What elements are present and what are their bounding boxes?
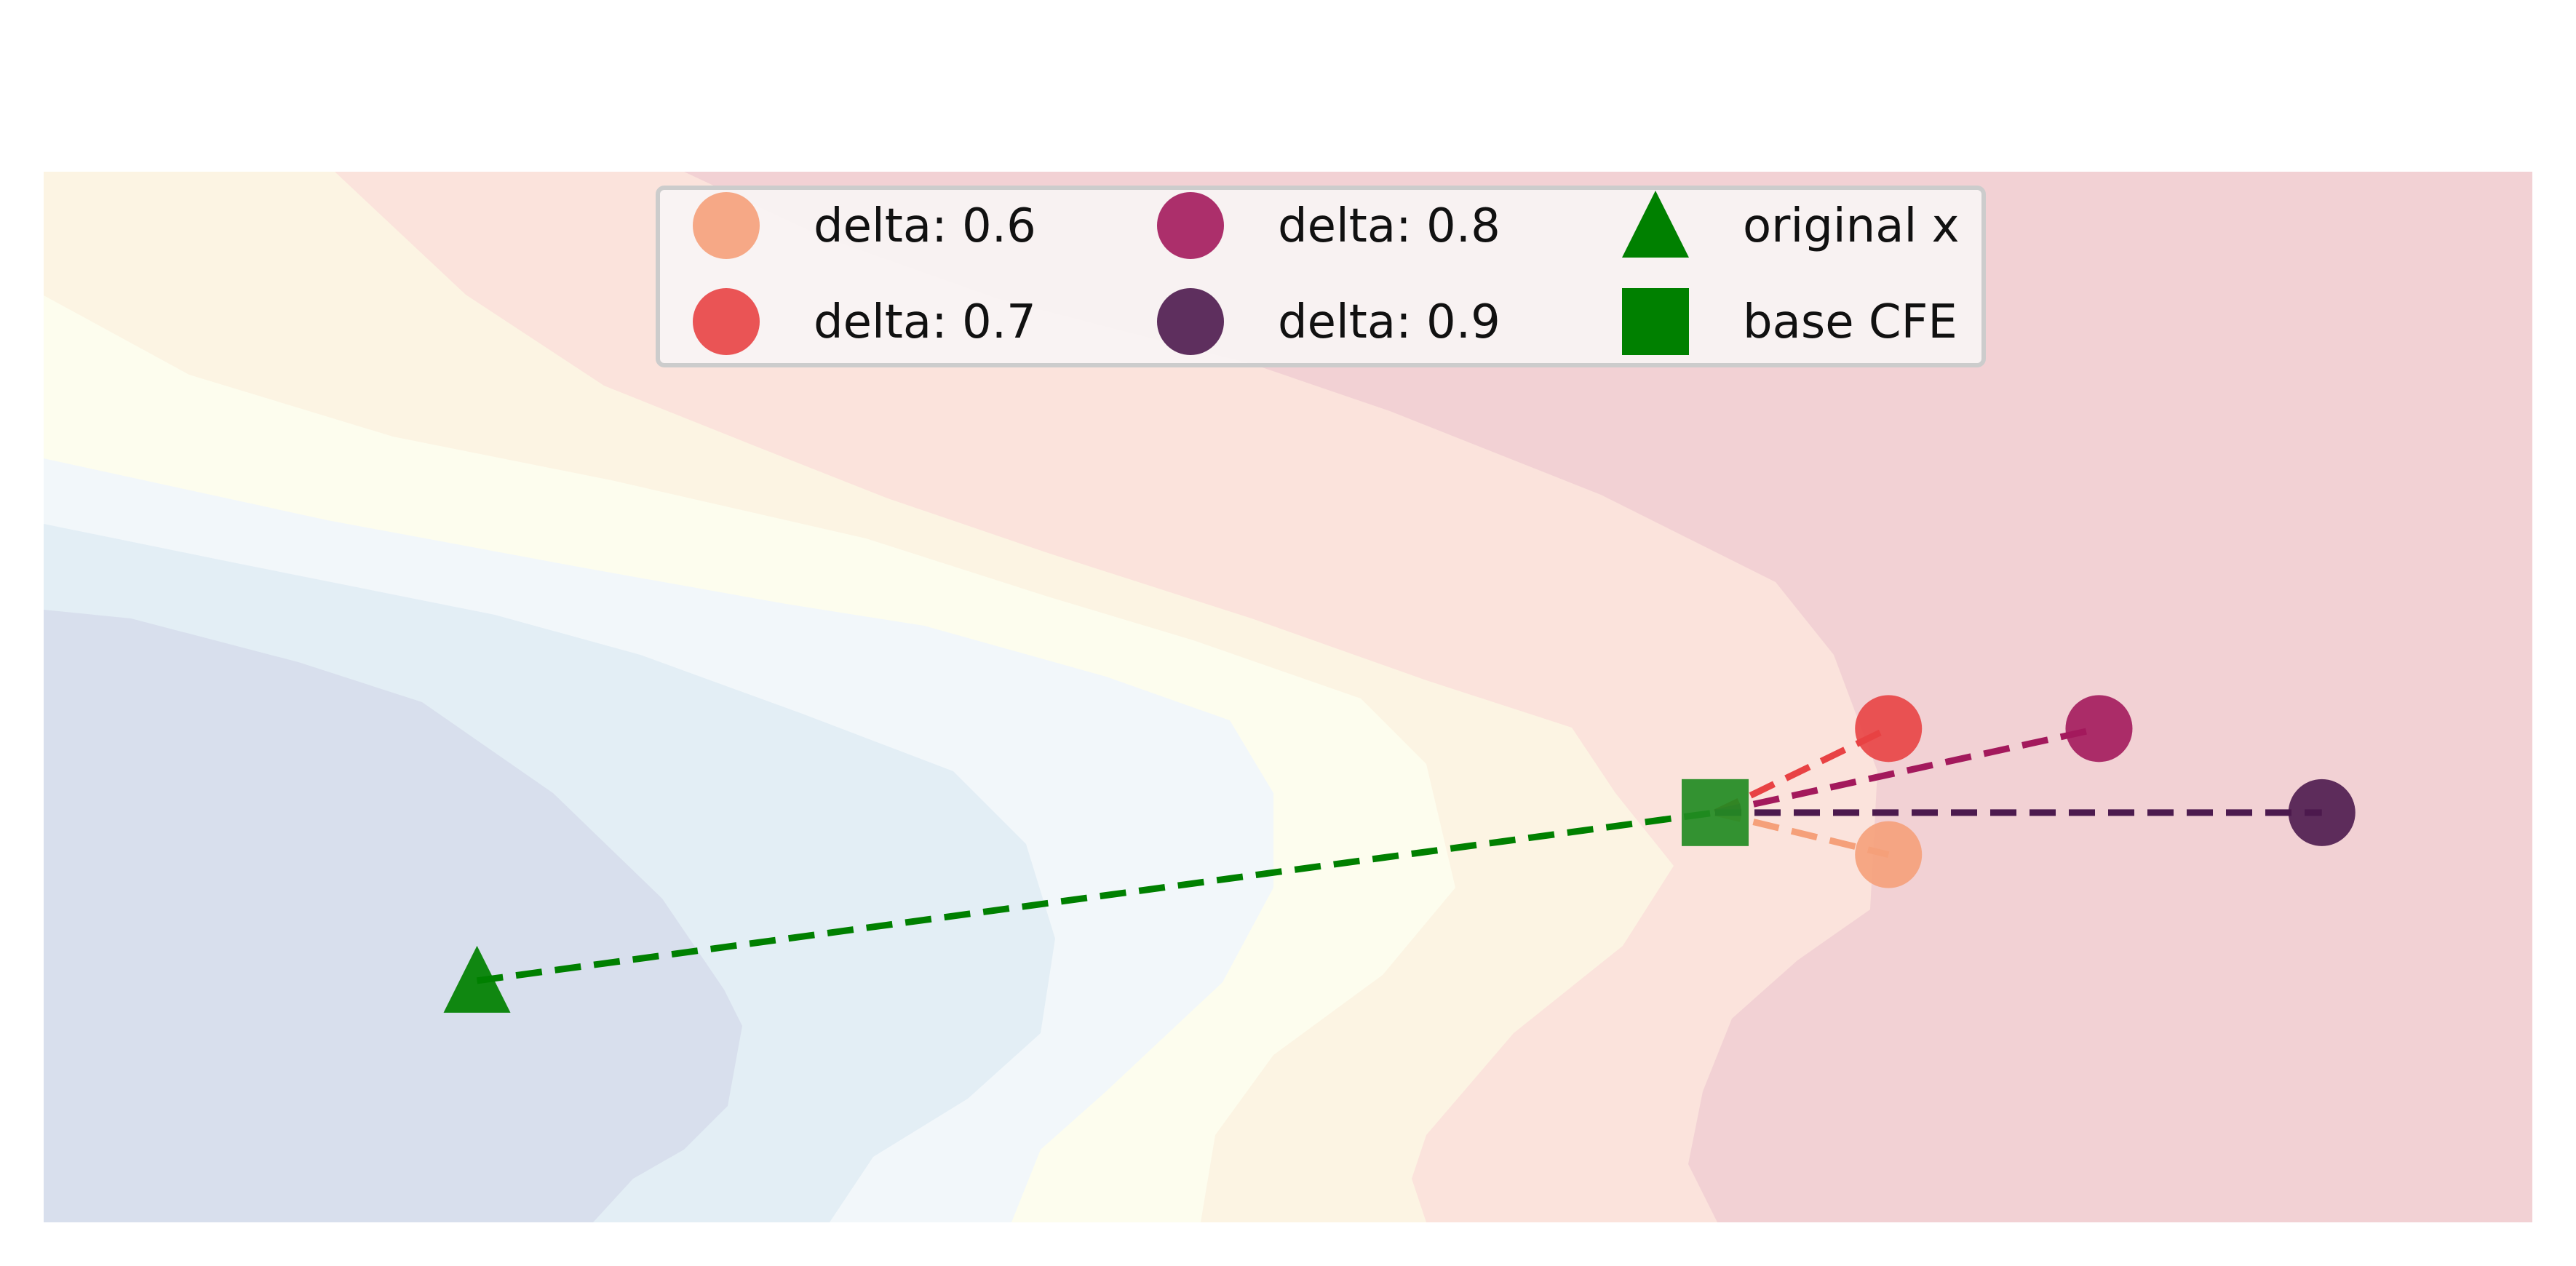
delta-point-2	[1855, 695, 1923, 763]
legend-item-3: delta: 0.8	[1157, 192, 1500, 259]
decision-region-lowest	[44, 172, 742, 1222]
legend-marker-circle	[693, 288, 760, 355]
delta-point-3	[2065, 695, 2133, 763]
markers	[443, 695, 2356, 1013]
legend-items: delta: 0.6 delta: 0.7 delta: 0.8 delta: 0.9…	[693, 191, 1959, 355]
plot-area	[44, 172, 2532, 1222]
connector-original-to-base	[476, 809, 1716, 984]
delta-point-1	[1855, 821, 1923, 888]
legend-label: delta: 0.8	[1278, 199, 1500, 253]
legend-marker-circle	[1157, 288, 1224, 355]
legend-marker-circle	[1157, 192, 1224, 259]
legend-label: delta: 0.9	[1278, 295, 1500, 349]
legend-item-4: delta: 0.9	[1157, 288, 1500, 355]
connector-base-to-delta-1	[1714, 809, 1890, 858]
legend-item-6: base CFE	[1622, 288, 1957, 355]
legend-marker-square	[1622, 288, 1689, 355]
delta-point-4	[2288, 779, 2356, 846]
legend-marker-triangle	[1622, 191, 1689, 258]
legend-item-2: delta: 0.7	[693, 288, 1036, 355]
legend-label: delta: 0.6	[814, 199, 1036, 253]
original-x-marker	[443, 945, 511, 1013]
legend-item-1: delta: 0.6	[693, 192, 1036, 259]
legend-label: original x	[1743, 199, 1959, 253]
legend-label: base CFE	[1743, 295, 1957, 349]
legend: delta: 0.6 delta: 0.7 delta: 0.8 delta: 0.9…	[656, 186, 1986, 367]
connector-base-to-delta-3	[1714, 725, 2100, 816]
legend-marker-circle	[693, 192, 760, 259]
legend-item-5: original x	[1622, 191, 1959, 258]
base-cfe-marker	[1682, 779, 1749, 846]
legend-label: delta: 0.7	[814, 295, 1036, 349]
